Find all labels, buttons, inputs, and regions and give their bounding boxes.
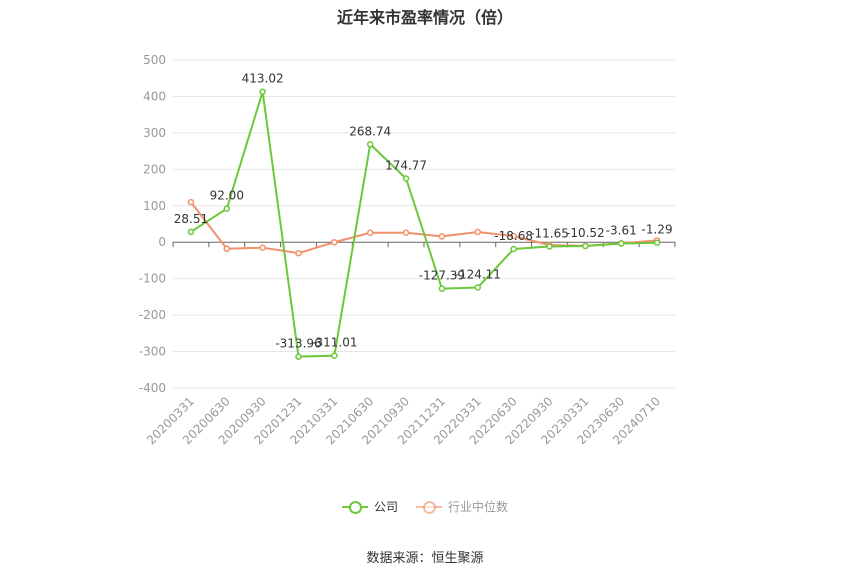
data-point-1-8: [474, 228, 482, 236]
data-point-1-5: [366, 229, 374, 236]
data-point-0-9: [510, 245, 517, 253]
data-label: 28.51: [174, 212, 208, 226]
data-point-1-0: [187, 198, 195, 206]
data-point-0-8: [474, 284, 482, 291]
data-label: 268.74: [349, 124, 391, 138]
line-chart: -400-300-200-100010020030040050020200331…: [139, 53, 676, 447]
data-label: -127.39: [419, 269, 465, 283]
data-label: 174.77: [385, 159, 427, 173]
data-point-0-4: [331, 352, 338, 359]
data-source-note: 数据来源：恒生聚源: [366, 551, 484, 566]
data-label: 92.00: [210, 189, 244, 203]
data-point-0-3: [295, 353, 302, 360]
y-tick-label: -100: [139, 272, 166, 286]
y-tick-label: 100: [143, 199, 166, 213]
data-point-0-5: [366, 141, 374, 148]
data-point-1-3: [295, 249, 302, 257]
legend-item-industry[interactable]: 行业中位数: [416, 498, 508, 515]
data-point-0-11: [582, 242, 589, 250]
y-tick-label: 400: [143, 89, 166, 103]
data-label: -1.29: [642, 223, 673, 237]
legend-item-company[interactable]: 公司: [341, 498, 398, 515]
chart-title: 近年来市盈率情况（倍）: [336, 8, 513, 27]
y-tick-label: 500: [143, 53, 166, 67]
data-label: -124.11: [455, 267, 501, 281]
data-point-1-7: [438, 233, 446, 240]
legend-company-marker: [341, 500, 368, 514]
data-point-0-10: [546, 243, 553, 250]
y-tick-label: 300: [143, 126, 166, 140]
data-point-1-1: [223, 245, 231, 253]
y-tick-label: -400: [139, 381, 166, 395]
series-line-0: [190, 90, 658, 358]
legend-industry-label: 行业中位数: [448, 500, 509, 514]
data-point-1-9: [510, 232, 517, 240]
data-point-1-4: [331, 238, 338, 246]
data-point-0-1: [223, 205, 231, 212]
data-label: -18.68: [494, 229, 533, 243]
data-point-0-2: [259, 88, 266, 95]
y-tick-label: -200: [139, 308, 166, 322]
y-tick-label: 200: [143, 162, 166, 176]
data-point-0-13: [653, 239, 661, 246]
y-tick-label: -300: [139, 345, 166, 359]
legend-company-label: 公司: [373, 500, 398, 514]
data-point-0-7: [438, 285, 446, 292]
data-point-0-0: [187, 228, 195, 236]
data-point-0-6: [402, 175, 410, 182]
legend: 公司 行业中位数: [0, 498, 850, 515]
data-label: -3.61: [606, 224, 637, 238]
data-label: -10.52: [566, 226, 605, 240]
data-point-0-12: [617, 240, 625, 247]
y-tick-label: 0: [158, 235, 166, 249]
data-label: -311.01: [311, 336, 357, 350]
legend-industry-marker: [416, 500, 442, 514]
data-label: 413.02: [242, 72, 284, 86]
data-label: -313.96: [275, 337, 321, 351]
data-point-1-2: [259, 244, 266, 251]
data-label: -11.65: [530, 226, 569, 240]
data-point-1-6: [402, 229, 410, 236]
